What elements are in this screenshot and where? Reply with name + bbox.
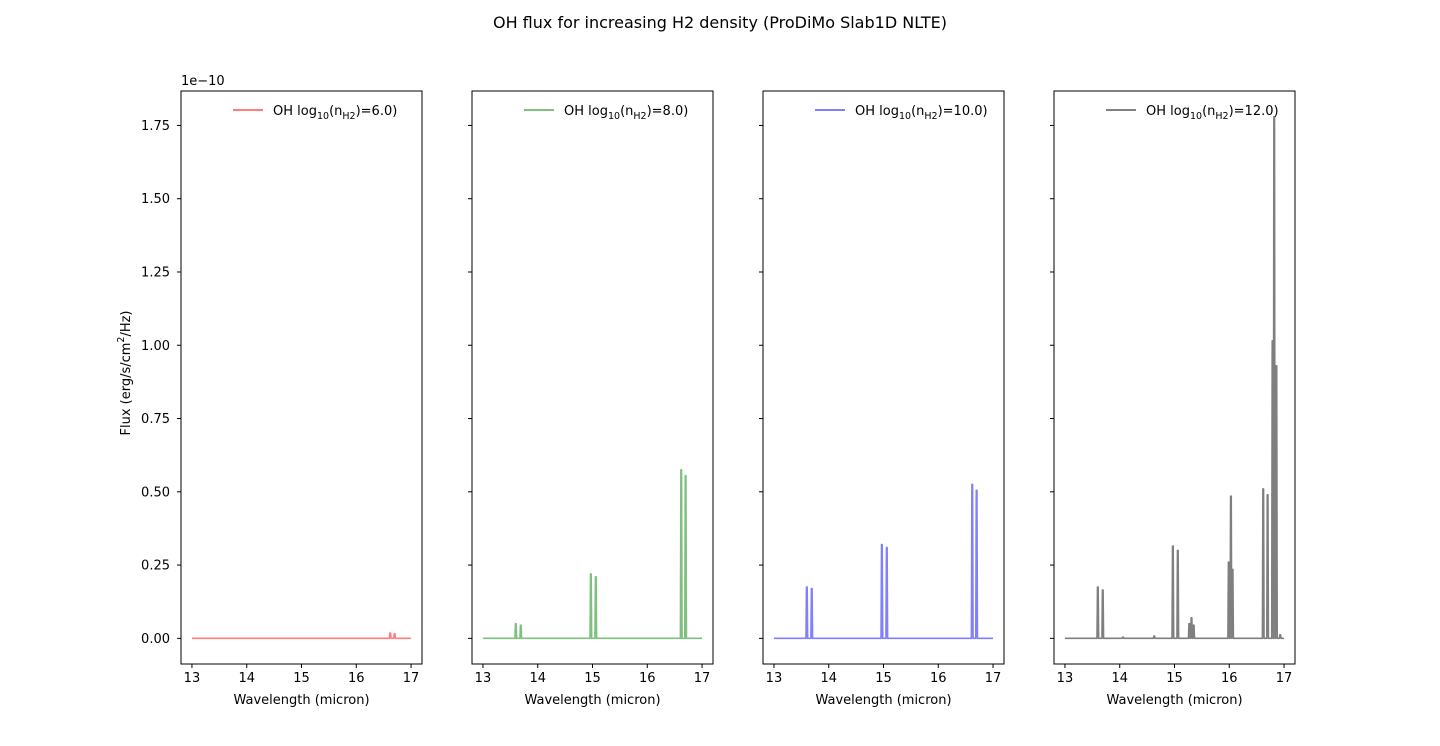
series-line	[482, 469, 703, 640]
legend-label-part: H2	[1215, 111, 1228, 122]
x-tick-label: 14	[820, 671, 837, 686]
x-tick-label: 13	[184, 671, 201, 686]
x-tick-label: 14	[238, 671, 255, 686]
y-offset-text: 1e−10	[181, 74, 225, 89]
x-axis-label: Wavelength (micron)	[233, 693, 369, 708]
legend-label-part: (n	[620, 104, 633, 119]
axes-frame	[1053, 90, 1296, 665]
legend-label-part: H2	[633, 111, 646, 122]
legend-label-part: )=8.0)	[647, 104, 689, 119]
legend-label-part: H2	[924, 111, 937, 122]
legend-label-part: )=12.0)	[1229, 104, 1279, 119]
legend-label-part: OH log	[855, 104, 899, 119]
legend-label-part: 10	[608, 111, 620, 122]
y-label-prefix: Flux (erg/s/cm	[119, 343, 134, 436]
legend-label-part: )=10.0)	[938, 104, 988, 119]
x-tick-label: 13	[475, 671, 492, 686]
x-tick-label: 16	[639, 671, 656, 686]
x-tick-label: 16	[930, 671, 947, 686]
series-line	[773, 483, 994, 640]
panels: 13 14 15 16 17 Wavelength (micron) 0.00 0.25 0.5…	[141, 90, 1296, 708]
legend-label-part: H2	[342, 111, 355, 122]
y-tick-label: 0.50	[141, 485, 170, 500]
legend-label-part: (n	[911, 104, 924, 119]
legend-label: OH log10(nH2)=6.0)	[273, 104, 397, 122]
panel-1: 13 14 15 16 17 Wavelength (micron) 0.00 0.25 0.5…	[141, 90, 423, 708]
x-tick-label: 15	[293, 671, 310, 686]
x-tick-label: 14	[1111, 671, 1128, 686]
y-label-suffix: /Hz)	[119, 310, 134, 336]
y-label-sup: 2	[116, 337, 127, 343]
x-tick-label: 13	[1057, 671, 1074, 686]
legend-label: OH log10(nH2)=10.0)	[855, 104, 988, 122]
legend-label-part: OH log	[273, 104, 317, 119]
axes-frame	[471, 90, 714, 665]
x-tick-label: 17	[1276, 671, 1293, 686]
x-axis-label: Wavelength (micron)	[815, 693, 951, 708]
panel-3: 13 14 15 16 17 Wavelength (micron) OH log10(nH…	[759, 90, 1005, 708]
y-tick-label: 0.75	[141, 412, 170, 427]
legend-label: OH log10(nH2)=12.0)	[1146, 104, 1279, 122]
x-axis-label: Wavelength (micron)	[1106, 693, 1242, 708]
legend-label-part: )=6.0)	[356, 104, 398, 119]
x-tick-label: 17	[403, 671, 420, 686]
legend-label-part: 10	[317, 111, 329, 122]
y-tick-label: 0.00	[141, 632, 170, 647]
panel-4: 13 14 15 16 17 Wavelength (micron) OH log10(nH…	[1050, 90, 1296, 708]
y-tick-label: 1.00	[141, 339, 170, 354]
x-tick-label: 15	[875, 671, 892, 686]
panel-2: 13 14 15 16 17 Wavelength (micron) OH log10(nH…	[468, 90, 714, 708]
figure-title: OH flux for increasing H2 density (ProDi…	[493, 13, 947, 32]
legend-label: OH log10(nH2)=8.0)	[564, 104, 688, 122]
legend-label-part: 10	[899, 111, 911, 122]
legend-label-part: (n	[329, 104, 342, 119]
series-line	[191, 632, 412, 640]
y-axis-label: Flux (erg/s/cm2/Hz)	[116, 310, 134, 435]
legend-label-part: (n	[1202, 104, 1215, 119]
x-tick-label: 15	[584, 671, 601, 686]
y-tick-label: 1.25	[141, 265, 170, 280]
x-tick-label: 16	[348, 671, 365, 686]
y-tick-label: 1.75	[141, 119, 170, 134]
x-tick-label: 14	[529, 671, 546, 686]
axes-frame	[180, 90, 423, 665]
series-line	[1064, 115, 1285, 640]
y-tick-label: 1.50	[141, 192, 170, 207]
x-tick-label: 16	[1221, 671, 1238, 686]
axes-frame	[762, 90, 1005, 665]
x-tick-label: 17	[985, 671, 1002, 686]
x-tick-label: 17	[694, 671, 711, 686]
legend-label-part: OH log	[564, 104, 608, 119]
y-tick-label: 0.25	[141, 559, 170, 574]
x-tick-label: 13	[766, 671, 783, 686]
x-axis-label: Wavelength (micron)	[524, 693, 660, 708]
legend-label-part: 10	[1190, 111, 1202, 122]
legend-label-part: OH log	[1146, 104, 1190, 119]
x-tick-label: 15	[1166, 671, 1183, 686]
